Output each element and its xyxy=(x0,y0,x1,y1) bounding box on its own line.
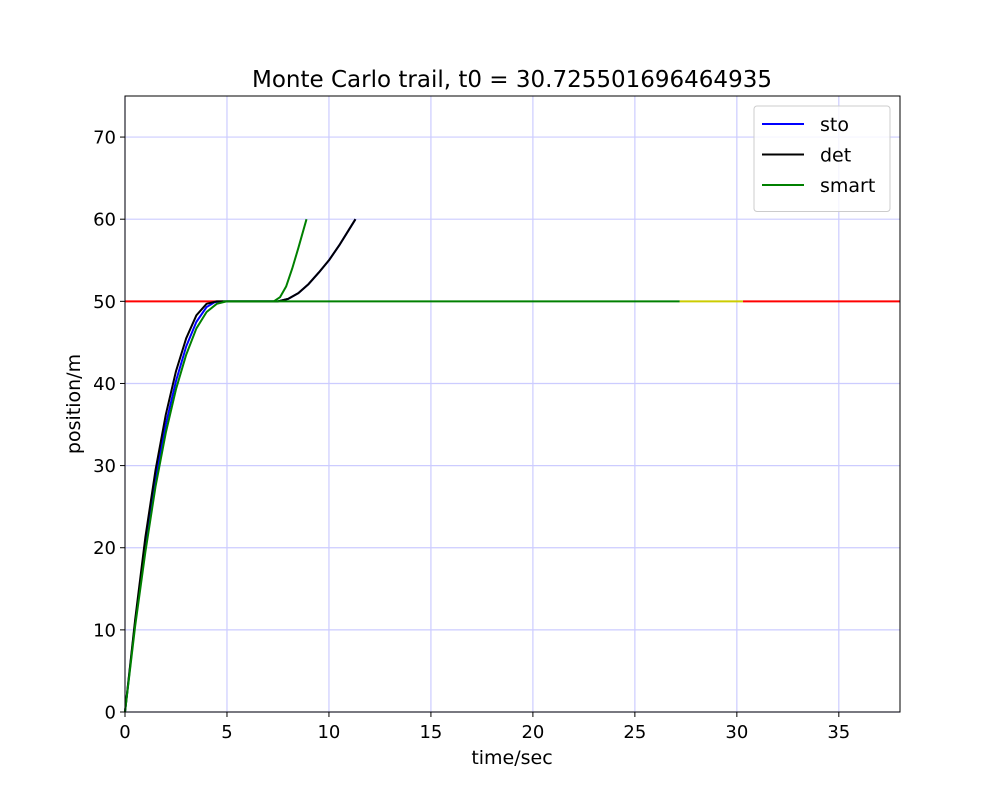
y-tick-label: 70 xyxy=(93,128,116,149)
legend-label-sto: sto xyxy=(820,114,849,136)
x-tick-label: 20 xyxy=(521,722,544,743)
axes-frame xyxy=(124,95,901,713)
x-tick-label: 5 xyxy=(221,722,232,743)
y-tick-label: 50 xyxy=(93,292,116,313)
x-axis-label: time/sec xyxy=(471,747,552,769)
x-tick-label: 10 xyxy=(317,722,340,743)
x-tick-label: 30 xyxy=(725,722,748,743)
plot-lines xyxy=(124,218,900,713)
x-tick-label: 0 xyxy=(119,722,130,743)
y-axis-label: position/m xyxy=(63,354,85,454)
axis-ticks: 0 5 10 15 20 25 30 35 0 10 20 30 40 50 60 70 xyxy=(93,128,850,743)
y-tick-label: 20 xyxy=(93,538,116,559)
y-tick-label: 60 xyxy=(93,210,116,231)
y-tick-label: 30 xyxy=(93,456,116,477)
series-line-det xyxy=(124,218,357,713)
y-tick-label: 10 xyxy=(93,620,116,641)
y-tick-label: 40 xyxy=(93,374,116,395)
legend-label-det: det xyxy=(820,145,851,167)
x-tick-label: 35 xyxy=(827,722,850,743)
x-tick-label: 25 xyxy=(623,722,646,743)
series-line-smart xyxy=(124,218,308,713)
legend-label-smart: smart xyxy=(820,175,875,197)
legend: sto det smart xyxy=(753,105,891,212)
x-tick-label: 15 xyxy=(419,722,442,743)
chart-title: Monte Carlo trail, t0 = 30.7255016964649… xyxy=(252,67,772,93)
y-tick-label: 0 xyxy=(105,703,116,724)
